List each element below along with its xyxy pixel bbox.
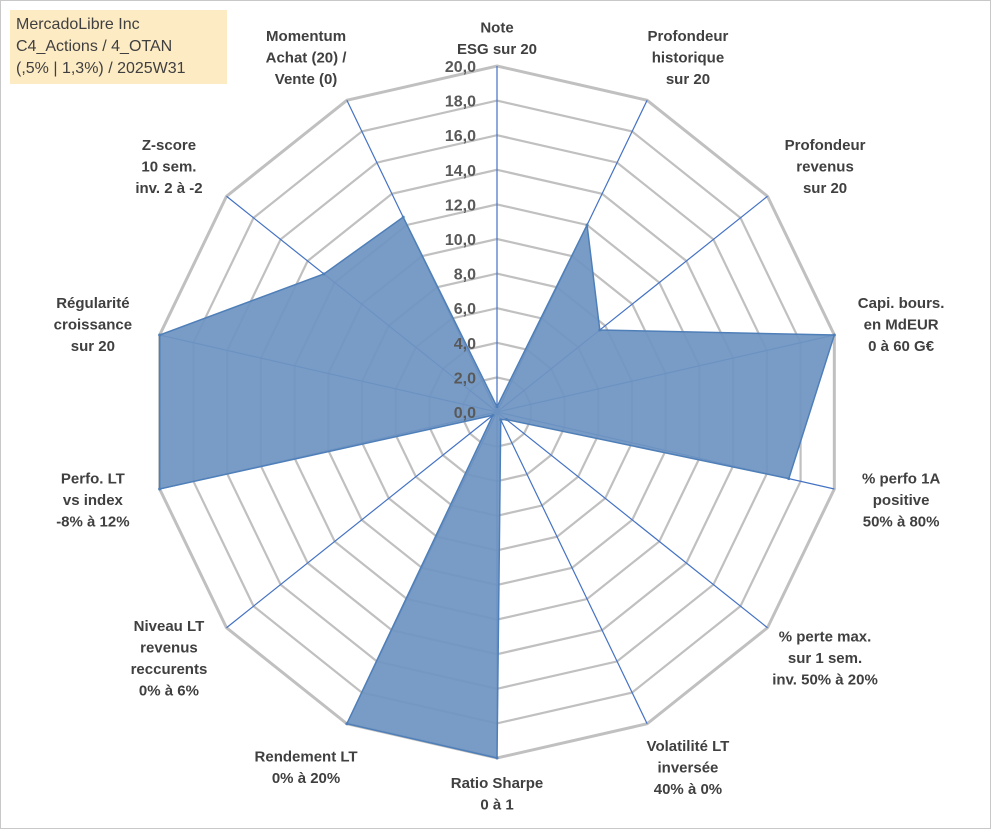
axis-label: Régularité bbox=[56, 295, 129, 312]
axis-label: -8% à 12% bbox=[56, 514, 129, 531]
axis-label: Z-score bbox=[142, 137, 196, 154]
axis-label: sur 1 sem. bbox=[788, 650, 862, 667]
axis-label: Perfo. LT bbox=[61, 471, 125, 488]
data-point bbox=[585, 223, 589, 227]
data-point bbox=[495, 756, 499, 760]
axis-label: sur 20 bbox=[71, 338, 115, 355]
axis-spoke bbox=[496, 411, 768, 629]
axis-label: Capi. bours. bbox=[858, 295, 945, 312]
axis-spoke bbox=[496, 411, 648, 724]
axis-label: positive bbox=[873, 492, 930, 509]
axis-label: inv. 2 à -2 bbox=[135, 180, 202, 197]
axis-label: 0 à 60 G€ bbox=[868, 338, 935, 355]
data-point bbox=[832, 333, 836, 337]
tick-label: 20,0 bbox=[445, 59, 476, 76]
tick-label: 2,0 bbox=[454, 370, 476, 387]
data-point bbox=[499, 418, 503, 422]
tick-label: 4,0 bbox=[454, 336, 476, 353]
axis-label: sur 20 bbox=[803, 180, 847, 197]
axis-label: inversée bbox=[658, 759, 719, 776]
data-point bbox=[491, 413, 495, 417]
axis-label: croissance bbox=[54, 317, 132, 334]
tick-label: 14,0 bbox=[445, 163, 476, 180]
tick-label: 6,0 bbox=[454, 301, 476, 318]
axis-label: 0 à 1 bbox=[480, 797, 513, 814]
axis-label: vs index bbox=[63, 492, 124, 509]
tick-label: 16,0 bbox=[445, 128, 476, 145]
axis-label: en MdEUR bbox=[864, 317, 939, 334]
axis-label: Note bbox=[480, 20, 513, 37]
axis-label: 0% à 20% bbox=[272, 770, 340, 787]
axis-label: 40% à 0% bbox=[654, 781, 722, 798]
tick-label: 10,0 bbox=[445, 232, 476, 249]
axis-label: % perfo 1A bbox=[862, 471, 941, 488]
axis-label: Momentum bbox=[266, 28, 346, 45]
tick-label: 8,0 bbox=[454, 267, 476, 284]
axis-label: revenus bbox=[796, 159, 854, 176]
data-point bbox=[495, 405, 499, 409]
axis-label: Profondeur bbox=[785, 137, 866, 154]
category-line: C4_Actions / 4_OTAN bbox=[16, 38, 173, 55]
axis-label: reccurents bbox=[131, 661, 208, 678]
data-point bbox=[322, 272, 326, 276]
axis-label: ESG sur 20 bbox=[457, 41, 537, 58]
axis-label: % perte max. bbox=[779, 629, 872, 646]
axis-label: Vente (0) bbox=[275, 71, 338, 88]
data-point bbox=[787, 477, 791, 481]
axis-label: Volatilité LT bbox=[647, 738, 730, 755]
data-point bbox=[158, 487, 162, 491]
series-layer bbox=[158, 215, 836, 760]
company-name: MercadoLibre Inc bbox=[16, 16, 140, 33]
chart-info-box: MercadoLibre Inc C4_Actions / 4_OTAN (,5… bbox=[10, 10, 227, 84]
axis-label: sur 20 bbox=[666, 71, 710, 88]
tick-label: 18,0 bbox=[445, 94, 476, 111]
axis-label: 50% à 80% bbox=[863, 514, 940, 531]
tick-layer: 0,0 2,0 4,0 6,0 8,0 10,0 12,0 14,0 16,0 18,0 20,0 bbox=[445, 59, 476, 422]
data-point bbox=[598, 328, 602, 332]
axis-label: Ratio Sharpe bbox=[451, 775, 544, 792]
data-point bbox=[504, 418, 508, 422]
tick-label: 12,0 bbox=[445, 197, 476, 214]
axis-label: 0% à 6% bbox=[139, 682, 199, 699]
axis-label: Niveau LT bbox=[134, 618, 205, 635]
axis-spoke bbox=[226, 411, 498, 629]
axis-label: 10 sem. bbox=[141, 159, 196, 176]
axis-label: Achat (20) / bbox=[266, 49, 348, 66]
data-point bbox=[401, 215, 405, 219]
axis-label: Rendement LT bbox=[255, 749, 358, 766]
data-point bbox=[345, 722, 349, 726]
axis-label: Profondeur bbox=[648, 28, 729, 45]
axis-label: historique bbox=[652, 49, 725, 66]
tick-label: 0,0 bbox=[454, 405, 476, 422]
data-point bbox=[158, 333, 162, 337]
axis-label: revenus bbox=[140, 639, 198, 656]
axis-label: inv. 50% à 20% bbox=[772, 672, 878, 689]
label-layer: Note ESG sur 20 Profondeur historique sur 20… bbox=[54, 20, 945, 814]
params-line: (,5% | 1,3%) / 2025W31 bbox=[16, 60, 186, 77]
